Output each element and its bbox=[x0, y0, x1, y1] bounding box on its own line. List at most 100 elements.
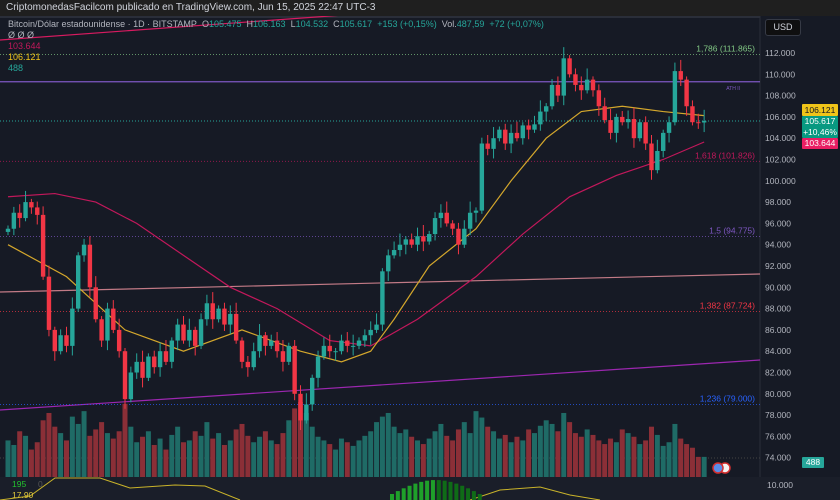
volume-bar bbox=[467, 433, 473, 477]
volume-bar bbox=[689, 447, 695, 477]
candle-body bbox=[432, 218, 438, 235]
candle-body bbox=[538, 111, 543, 125]
currency-button[interactable]: USD bbox=[765, 19, 801, 36]
volume-bar bbox=[631, 436, 637, 477]
candle-body bbox=[198, 319, 204, 346]
volume-bar bbox=[678, 438, 684, 477]
top-border bbox=[0, 16, 760, 18]
chart-area[interactable]: 112.000 110.000 108.000 106.000 104.000 102.0… bbox=[0, 16, 840, 500]
candle-body bbox=[310, 377, 315, 405]
histogram-bar bbox=[477, 494, 482, 500]
candle-body bbox=[526, 125, 531, 130]
volume-bar bbox=[496, 438, 502, 477]
candle-body bbox=[175, 324, 180, 341]
volume-bar bbox=[602, 444, 608, 477]
candle-body bbox=[35, 207, 40, 215]
bottom-axis-label: 10.000 bbox=[767, 480, 793, 490]
candle-body bbox=[87, 244, 93, 288]
candle-body bbox=[222, 308, 227, 325]
candle-body bbox=[549, 84, 555, 107]
volume-bar bbox=[415, 440, 420, 477]
candle-body bbox=[169, 340, 174, 362]
candle-body bbox=[257, 335, 262, 352]
volume-bar bbox=[303, 412, 309, 477]
volume-bar bbox=[257, 436, 263, 477]
symbol-name[interactable]: Bitcoin/Dólar estadounidense · 1D · BITS… bbox=[8, 19, 197, 29]
candle-body bbox=[397, 244, 403, 251]
volume-bar bbox=[69, 416, 75, 477]
candle-body bbox=[280, 351, 286, 362]
ma-long-price-tag: 103.644 bbox=[802, 138, 838, 149]
chart-legend: Bitcoin/Dólar estadounidense · 1D · BITS… bbox=[8, 19, 544, 74]
candle-body bbox=[614, 116, 619, 133]
candle-body bbox=[666, 122, 672, 133]
candle-body bbox=[374, 324, 379, 330]
volume-bar bbox=[374, 422, 380, 477]
price-chart[interactable]: 112.000 110.000 108.000 106.000 104.000 102.0… bbox=[0, 16, 840, 500]
last-price-tag: 105.617 +10,46% bbox=[802, 116, 838, 138]
candle-body bbox=[421, 236, 426, 242]
candle-body bbox=[701, 120, 707, 123]
chart-background bbox=[0, 16, 840, 500]
candle-body bbox=[315, 356, 321, 378]
volume-bar bbox=[654, 434, 660, 477]
volume-bar bbox=[75, 423, 81, 477]
volume-bar bbox=[532, 433, 537, 477]
candle-body bbox=[134, 361, 139, 373]
volume-bar bbox=[344, 442, 350, 477]
candle-body bbox=[690, 106, 695, 123]
candle-body bbox=[696, 122, 701, 124]
volume-bar bbox=[485, 426, 491, 477]
candle-body bbox=[111, 308, 116, 330]
volume-bar bbox=[151, 444, 157, 477]
candle-body bbox=[339, 340, 344, 352]
volume-bar bbox=[409, 436, 415, 477]
volume-bar bbox=[543, 420, 549, 477]
candle-body bbox=[584, 79, 590, 91]
candle-body bbox=[11, 212, 17, 229]
candle-body bbox=[608, 120, 613, 133]
candle-body bbox=[76, 255, 81, 309]
candle-body bbox=[503, 129, 508, 144]
volume-bar bbox=[637, 444, 643, 477]
volume-bar bbox=[549, 423, 555, 477]
ma-short-price-tag: 106.121 bbox=[802, 104, 838, 116]
volume-bar bbox=[11, 444, 17, 477]
volume-bar bbox=[596, 440, 602, 477]
candle-body bbox=[485, 143, 490, 149]
volume-bar bbox=[520, 440, 526, 477]
volume-bar bbox=[590, 434, 596, 477]
histogram-bar bbox=[442, 480, 447, 500]
y-tick-label: 82.000 bbox=[765, 368, 791, 378]
candle-body bbox=[29, 202, 34, 208]
volume-bar bbox=[163, 449, 169, 477]
candle-body bbox=[81, 244, 87, 256]
candle-body bbox=[403, 239, 408, 245]
volume-bar bbox=[181, 442, 186, 477]
histogram-bar bbox=[466, 488, 471, 500]
close-label: C bbox=[333, 19, 340, 29]
histogram-bar bbox=[471, 491, 476, 500]
candle-body bbox=[52, 329, 57, 352]
volume-bar bbox=[104, 433, 110, 477]
candle-body bbox=[233, 313, 239, 341]
oscillator-line bbox=[0, 477, 241, 500]
last-price: 105.617 bbox=[804, 116, 836, 126]
candle-body bbox=[216, 308, 221, 320]
volume-bar bbox=[210, 438, 216, 477]
y-tick-label: 76.000 bbox=[765, 431, 791, 441]
candle-body bbox=[456, 228, 461, 245]
y-tick-label: 106.000 bbox=[765, 112, 796, 122]
candle-body bbox=[655, 150, 660, 171]
event-flag-icon bbox=[712, 462, 724, 474]
histogram-bar bbox=[401, 488, 406, 500]
y-tick-label: 96.000 bbox=[765, 218, 791, 228]
candle-body bbox=[427, 234, 432, 242]
low-value: 104.532 bbox=[295, 19, 329, 29]
ma-short-line bbox=[7, 105, 705, 363]
volume-bar bbox=[99, 422, 105, 477]
volume-bar bbox=[338, 438, 344, 477]
candle-body bbox=[620, 116, 625, 123]
candle-body bbox=[386, 255, 391, 272]
indicator-icons[interactable]: Ø Ø Ø bbox=[8, 30, 35, 40]
